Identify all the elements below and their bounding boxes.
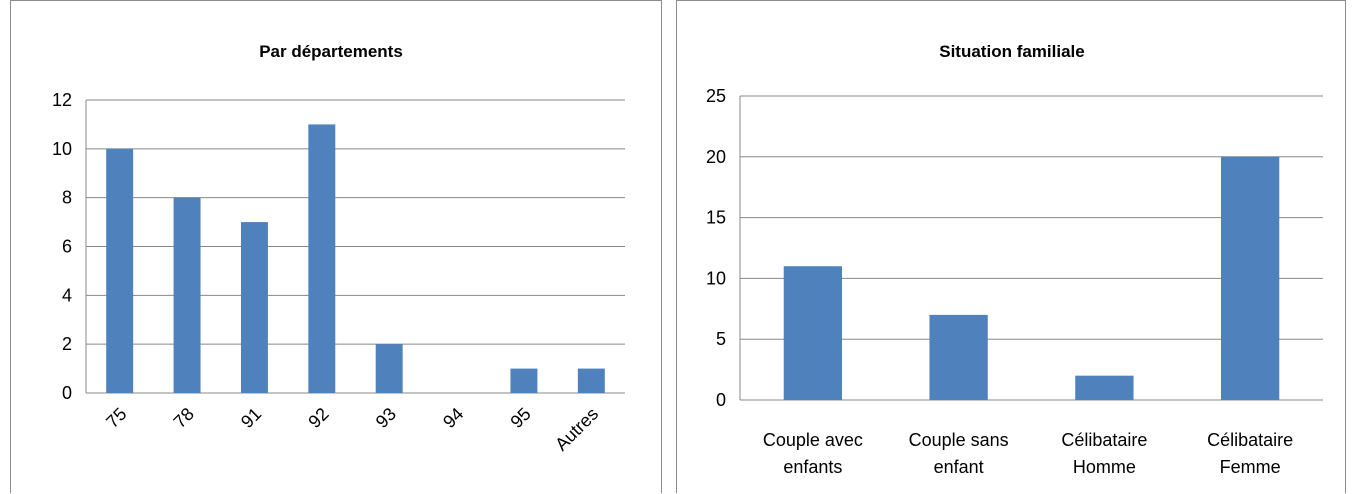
y-tick-label: 8 bbox=[62, 188, 72, 208]
chart-title: Situation familiale bbox=[939, 42, 1084, 61]
bar bbox=[1075, 375, 1134, 400]
x-tick-label: 75 bbox=[102, 404, 130, 432]
bar bbox=[106, 148, 134, 393]
chart-panel-situation-familiale: Situation familiale 0 5 10 15 20 25 Couple ave… bbox=[676, 0, 1346, 493]
y-tick-label: 12 bbox=[52, 90, 72, 110]
y-tick-label: 6 bbox=[62, 237, 72, 257]
x-tick-label: 95 bbox=[506, 404, 534, 432]
y-tick-label: 10 bbox=[52, 139, 72, 159]
x-tick-label: Couple sans enfant bbox=[909, 430, 1009, 477]
x-tick-label: Célibataire Homme bbox=[1061, 430, 1147, 477]
y-tick-label: 5 bbox=[716, 329, 726, 349]
bar bbox=[783, 266, 843, 400]
bar bbox=[375, 344, 403, 393]
y-tick-label: 15 bbox=[706, 208, 726, 228]
y-tick-label: 0 bbox=[62, 383, 72, 403]
y-tick-label: 0 bbox=[716, 390, 726, 410]
bar bbox=[308, 124, 336, 394]
bar bbox=[510, 368, 538, 393]
chart-situation-familiale: Situation familiale 0 5 10 15 20 25 Couple ave… bbox=[706, 42, 1323, 477]
bar bbox=[240, 222, 268, 393]
y-tick-label: 20 bbox=[706, 147, 726, 167]
chart-title: Par départements bbox=[259, 42, 403, 61]
x-tick-label: Célibataire Femme bbox=[1207, 430, 1293, 477]
y-tick-label: 4 bbox=[62, 285, 72, 305]
y-tick-label: 10 bbox=[706, 268, 726, 288]
x-tick-label: 91 bbox=[237, 404, 265, 432]
x-tick-label: 93 bbox=[372, 404, 400, 432]
x-tick-label: 78 bbox=[170, 404, 198, 432]
x-tick-label: 94 bbox=[439, 404, 467, 432]
chart-panel-departements: Par départements 0 2 4 6 8 10 12 75 78 91 92 93 94 95… bbox=[10, 0, 662, 493]
y-tick-label: 2 bbox=[62, 334, 72, 354]
x-tick-label: Autres bbox=[551, 404, 602, 455]
chart-departements: Par départements 0 2 4 6 8 10 12 75 78 91 92 93 94 95… bbox=[52, 42, 625, 455]
x-tick-label: 92 bbox=[304, 404, 332, 432]
y-tick-label: 25 bbox=[706, 86, 726, 106]
bar bbox=[173, 197, 201, 393]
bar bbox=[1220, 156, 1280, 400]
x-tick-label: Couple avec enfants bbox=[763, 430, 863, 477]
bar bbox=[929, 314, 988, 400]
bar bbox=[577, 368, 605, 393]
